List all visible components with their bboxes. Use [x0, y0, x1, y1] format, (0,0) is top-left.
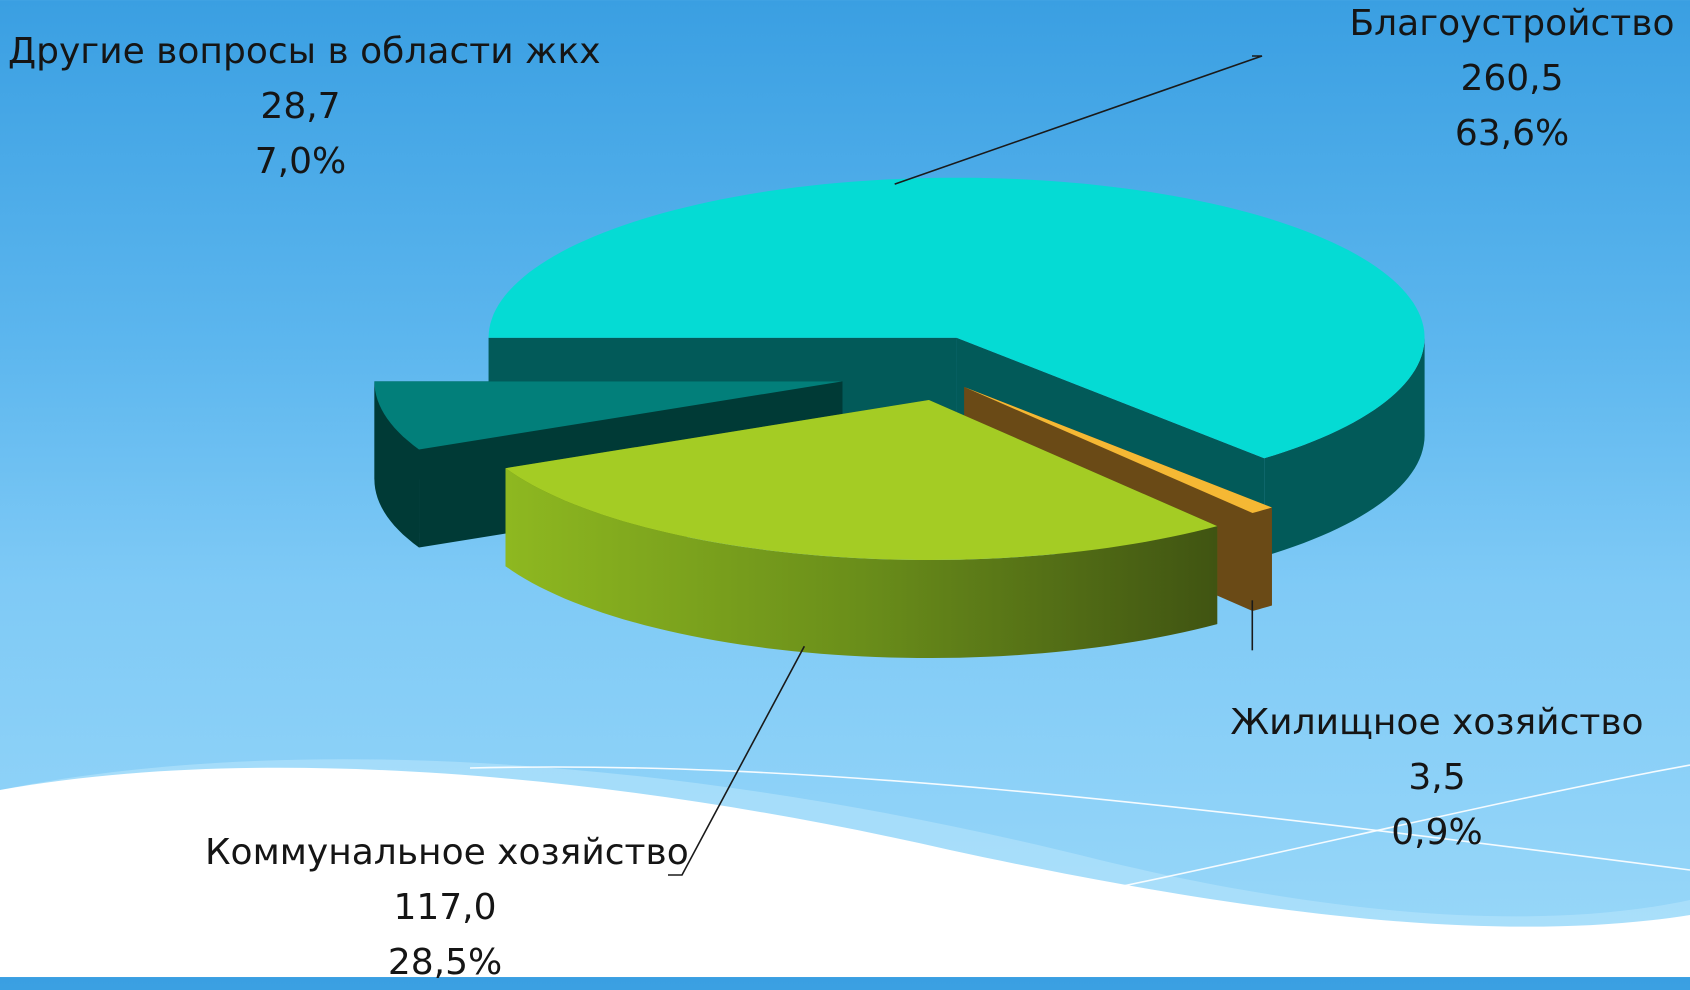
slice-side-zhilishchnoe-0	[1253, 508, 1272, 612]
slice-percent-drugie: 7,0%	[8, 134, 593, 189]
slice-value-blagoustroistvo: 260,5	[1332, 51, 1690, 106]
label-kommunalnoe: Коммунальное хозяйство 117,0 28,5%	[205, 825, 685, 990]
label-zhilishchnoe: Жилищное хозяйство 3,5 0,9%	[1222, 695, 1652, 860]
slices-layer	[374, 178, 1424, 658]
label-blagoustroistvo: Благоустройство 260,5 63,6%	[1332, 0, 1690, 161]
leader-blagoustroistvo	[895, 56, 1262, 184]
slice-name-drugie: Другие вопросы в области жкх	[8, 24, 593, 79]
slice-value-drugie: 28,7	[8, 79, 593, 134]
label-drugie: Другие вопросы в области жкх 28,7 7,0%	[8, 24, 593, 189]
slice-name-kommunalnoe: Коммунальное хозяйство	[205, 825, 685, 880]
slice-name-blagoustroistvo: Благоустройство	[1332, 0, 1690, 51]
slice-value-zhilishchnoe: 3,5	[1222, 750, 1652, 805]
slice-percent-kommunalnoe: 28,5%	[205, 935, 685, 990]
slice-percent-zhilishchnoe: 0,9%	[1222, 805, 1652, 860]
slice-name-zhilishchnoe: Жилищное хозяйство	[1222, 695, 1652, 750]
slice-percent-blagoustroistvo: 63,6%	[1332, 106, 1690, 161]
slice-value-kommunalnoe: 117,0	[205, 880, 685, 935]
